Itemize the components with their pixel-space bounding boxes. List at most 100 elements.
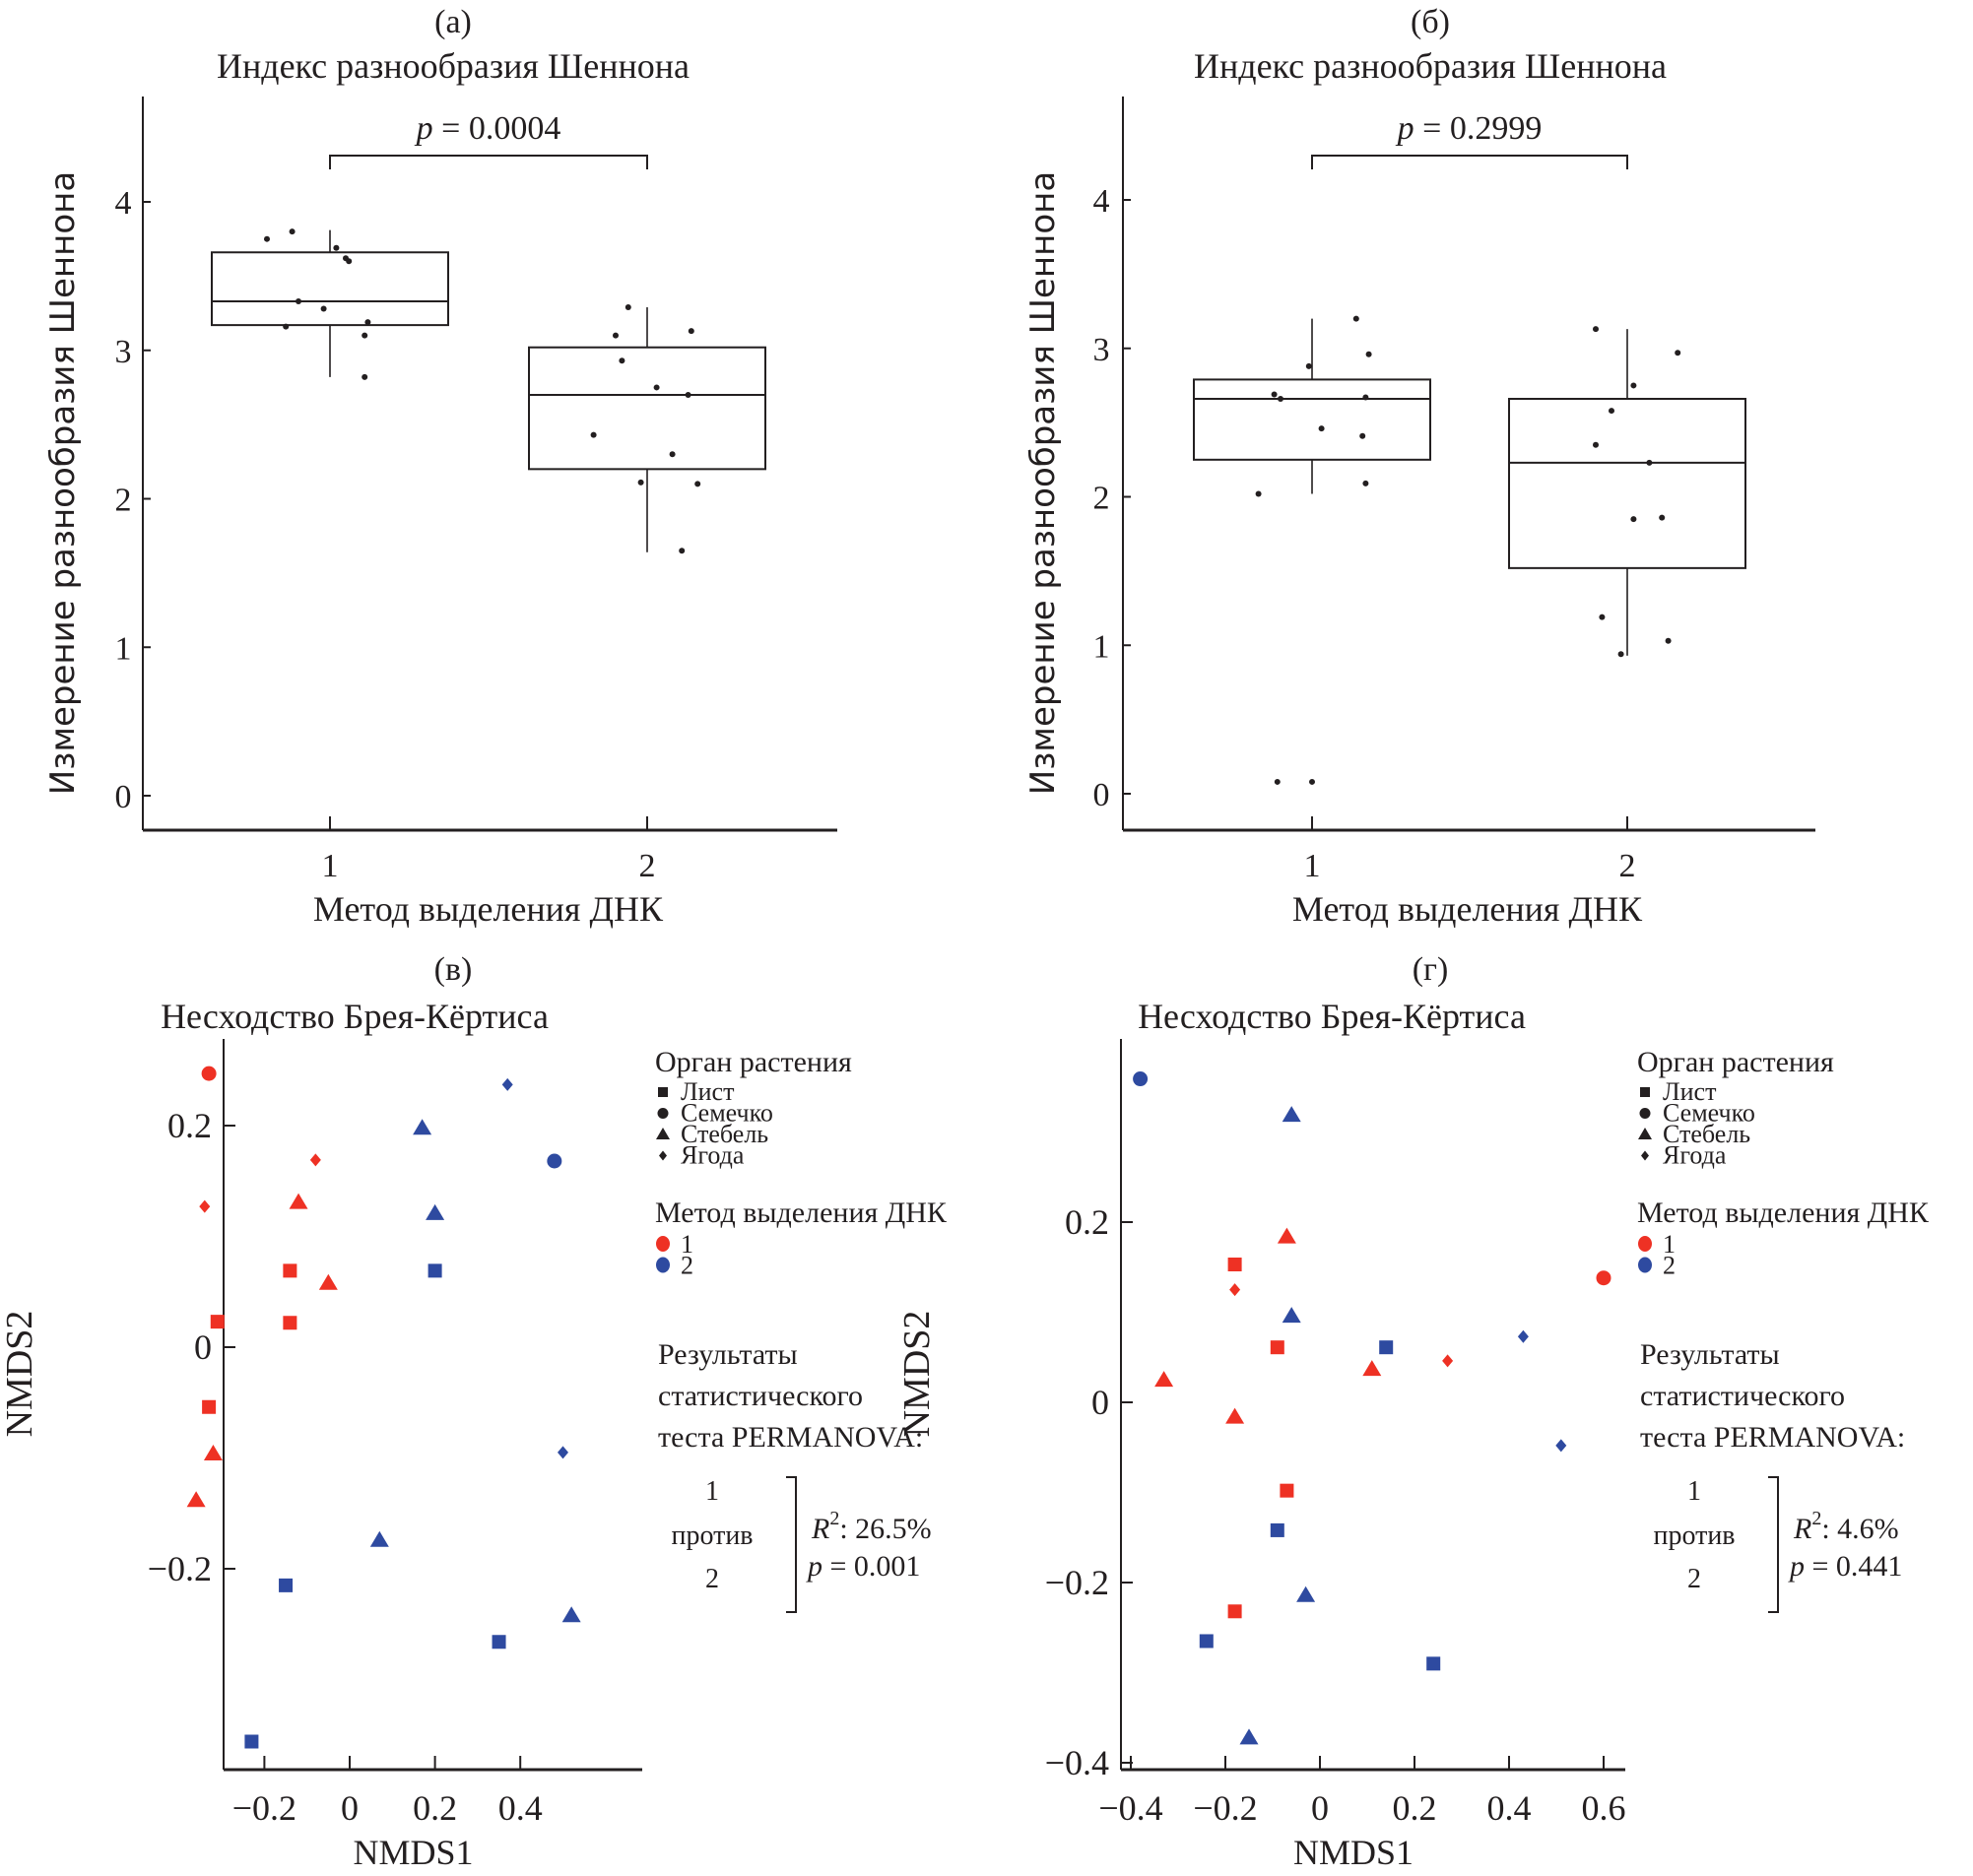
point-seed-method-2: [1133, 1071, 1149, 1087]
point-leaf-method-1: [210, 1315, 225, 1329]
x-tick-label: −0.2: [232, 1788, 296, 1828]
x-tick-label: −0.4: [1098, 1788, 1162, 1828]
data-point: [320, 305, 327, 312]
x-axis-title: Метод выделения ДНК: [313, 889, 664, 929]
legend-label: 2: [1663, 1252, 1676, 1280]
legend-item: Семечко: [657, 1099, 773, 1128]
point-stem-method-1: [1154, 1371, 1174, 1388]
point-berry-method-1: [199, 1199, 211, 1213]
diamond-icon: [1641, 1150, 1649, 1161]
point-stem-method-1: [289, 1193, 308, 1209]
p-symbol: p: [1788, 1550, 1805, 1583]
data-point: [289, 228, 296, 235]
legend-label: 1: [1663, 1230, 1676, 1259]
data-point: [1593, 326, 1599, 333]
data-point: [1617, 651, 1624, 658]
legend-title-organ: Орган растения: [655, 1046, 852, 1078]
x-tick-label: 0.6: [1582, 1788, 1626, 1828]
results-title-line: Результаты: [1640, 1338, 1780, 1371]
legend-label: Ягода: [681, 1141, 745, 1170]
point-stem-method-1: [186, 1491, 206, 1508]
legend-label: Лист: [1663, 1077, 1716, 1106]
legend-item: 2: [1638, 1252, 1676, 1280]
data-point: [364, 319, 371, 326]
data-point: [688, 328, 694, 335]
point-leaf-method-2: [1379, 1340, 1394, 1355]
data-point: [1305, 362, 1312, 369]
p-value-text: = 0.2999: [1414, 110, 1543, 147]
data-point: [694, 481, 701, 487]
legend-label: Стебель: [1663, 1120, 1750, 1148]
y-tick-label: 0: [1093, 777, 1110, 813]
x-tick-label: 1: [322, 848, 339, 884]
data-point: [625, 304, 631, 311]
data-point: [1271, 391, 1278, 398]
data-point: [1274, 778, 1281, 785]
x-tick-label: 0: [1311, 1788, 1329, 1828]
color-dot-icon: [1638, 1257, 1652, 1273]
point-leaf-method-2: [1270, 1522, 1284, 1537]
data-point: [333, 244, 340, 251]
box-2: [528, 304, 766, 554]
point-berry-method-2: [1517, 1329, 1529, 1343]
point-stem-method-2: [426, 1203, 445, 1220]
x-tick-label: 0.4: [498, 1788, 543, 1828]
point-berry-method-2: [501, 1077, 513, 1091]
group-b: 2: [1687, 1564, 1701, 1594]
legend-item: Лист: [658, 1077, 734, 1106]
x-tick-label: −0.2: [1193, 1788, 1257, 1828]
x-tick-label: 2: [639, 848, 656, 884]
data-points: [186, 1066, 581, 1749]
r-squared-value: : 4.6%: [1821, 1513, 1898, 1545]
point-seed-method-1: [201, 1066, 217, 1081]
x-tick-label: 0.2: [413, 1788, 457, 1828]
y-tick-label: 4: [1093, 183, 1110, 220]
y-tick-label: −0.2: [1045, 1563, 1109, 1602]
y-tick-label: −0.4: [1045, 1743, 1109, 1782]
p-value-text: = 0.441: [1805, 1550, 1902, 1583]
box-iqr: [1193, 378, 1431, 461]
chart-title: Индекс разнообразия Шеннона: [217, 46, 690, 86]
data-point: [613, 332, 619, 339]
point-leaf-method-1: [283, 1263, 297, 1278]
panel-b: (б) Индекс разнообразия Шеннона 0 1 2 3 4 1 2 Мет…: [1023, 4, 1815, 929]
point-stem-method-1: [1277, 1227, 1296, 1244]
box-2: [1508, 326, 1746, 658]
point-seed-method-1: [1596, 1270, 1611, 1286]
r-symbol: R: [811, 1513, 829, 1545]
versus-label: против: [1653, 1520, 1735, 1551]
triangle-icon: [1638, 1128, 1652, 1139]
p-symbol: p: [1396, 110, 1414, 147]
y-tick-label: 3: [1093, 332, 1110, 368]
point-stem-method-1: [318, 1273, 338, 1290]
data-point: [1659, 514, 1666, 521]
data-point: [1665, 637, 1672, 644]
point-berry-method-2: [558, 1446, 568, 1459]
point-leaf-method-1: [1227, 1604, 1242, 1619]
data-point: [1646, 459, 1653, 466]
square-icon: [658, 1087, 668, 1097]
point-leaf-method-2: [427, 1263, 442, 1278]
x-tick-label: 0: [341, 1788, 359, 1828]
y-tick-label: 0: [194, 1327, 212, 1367]
color-dot-icon: [656, 1236, 670, 1252]
point-stem-method-2: [369, 1530, 389, 1547]
data-point: [1352, 315, 1359, 322]
data-point: [619, 357, 625, 364]
y-tick-label: 2: [1093, 481, 1110, 517]
point-stem-method-2: [1296, 1585, 1316, 1602]
data-point: [1362, 480, 1369, 486]
point-stem-method-1: [1225, 1407, 1245, 1424]
y-tick-label: −0.2: [148, 1549, 212, 1588]
p-value: p = 0.001: [806, 1550, 920, 1583]
legend-item: 1: [656, 1230, 693, 1259]
r-superscript: 2: [1811, 1508, 1821, 1529]
point-leaf-method-2: [279, 1578, 294, 1592]
p-symbol: p: [806, 1550, 822, 1583]
x-axis-title: Метод выделения ДНК: [1292, 889, 1643, 929]
box-1: [211, 228, 449, 380]
legend-label: Лист: [681, 1077, 734, 1106]
data-point: [590, 431, 597, 438]
